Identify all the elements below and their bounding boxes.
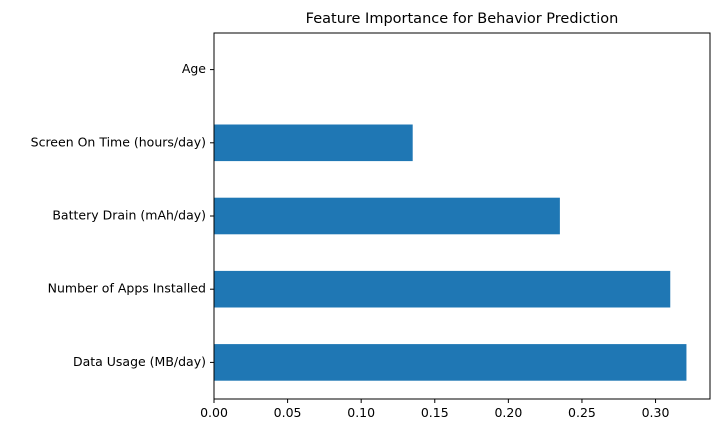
x-tick-label: 0.30 (642, 405, 670, 420)
bar (214, 270, 671, 308)
x-tick-label: 0.20 (494, 405, 522, 420)
y-tick-label: Battery Drain (mAh/day) (52, 208, 206, 223)
plot-frame (213, 32, 711, 400)
x-tick-label: 0.00 (200, 405, 228, 420)
x-tick-label: 0.25 (568, 405, 596, 420)
x-tick-label: 0.05 (274, 405, 302, 420)
y-tick-label: Data Usage (MB/day) (73, 354, 206, 369)
y-axis: Data Usage (MB/day) Number of Apps Instal… (31, 61, 214, 369)
bar (214, 124, 413, 162)
chart-title: Feature Importance for Behavior Predicti… (306, 11, 619, 27)
y-tick-label: Number of Apps Installed (48, 281, 206, 296)
y-tick-label: Age (182, 61, 206, 76)
bars-layer (214, 124, 687, 381)
x-tick-label: 0.10 (347, 405, 375, 420)
x-axis: 0.00 0.05 0.10 0.15 0.20 0.25 0.30 (200, 399, 670, 420)
x-tick-label: 0.15 (421, 405, 449, 420)
bar (214, 197, 560, 235)
y-tick-label: Screen On Time (hours/day) (31, 134, 206, 149)
bar (214, 344, 687, 381)
